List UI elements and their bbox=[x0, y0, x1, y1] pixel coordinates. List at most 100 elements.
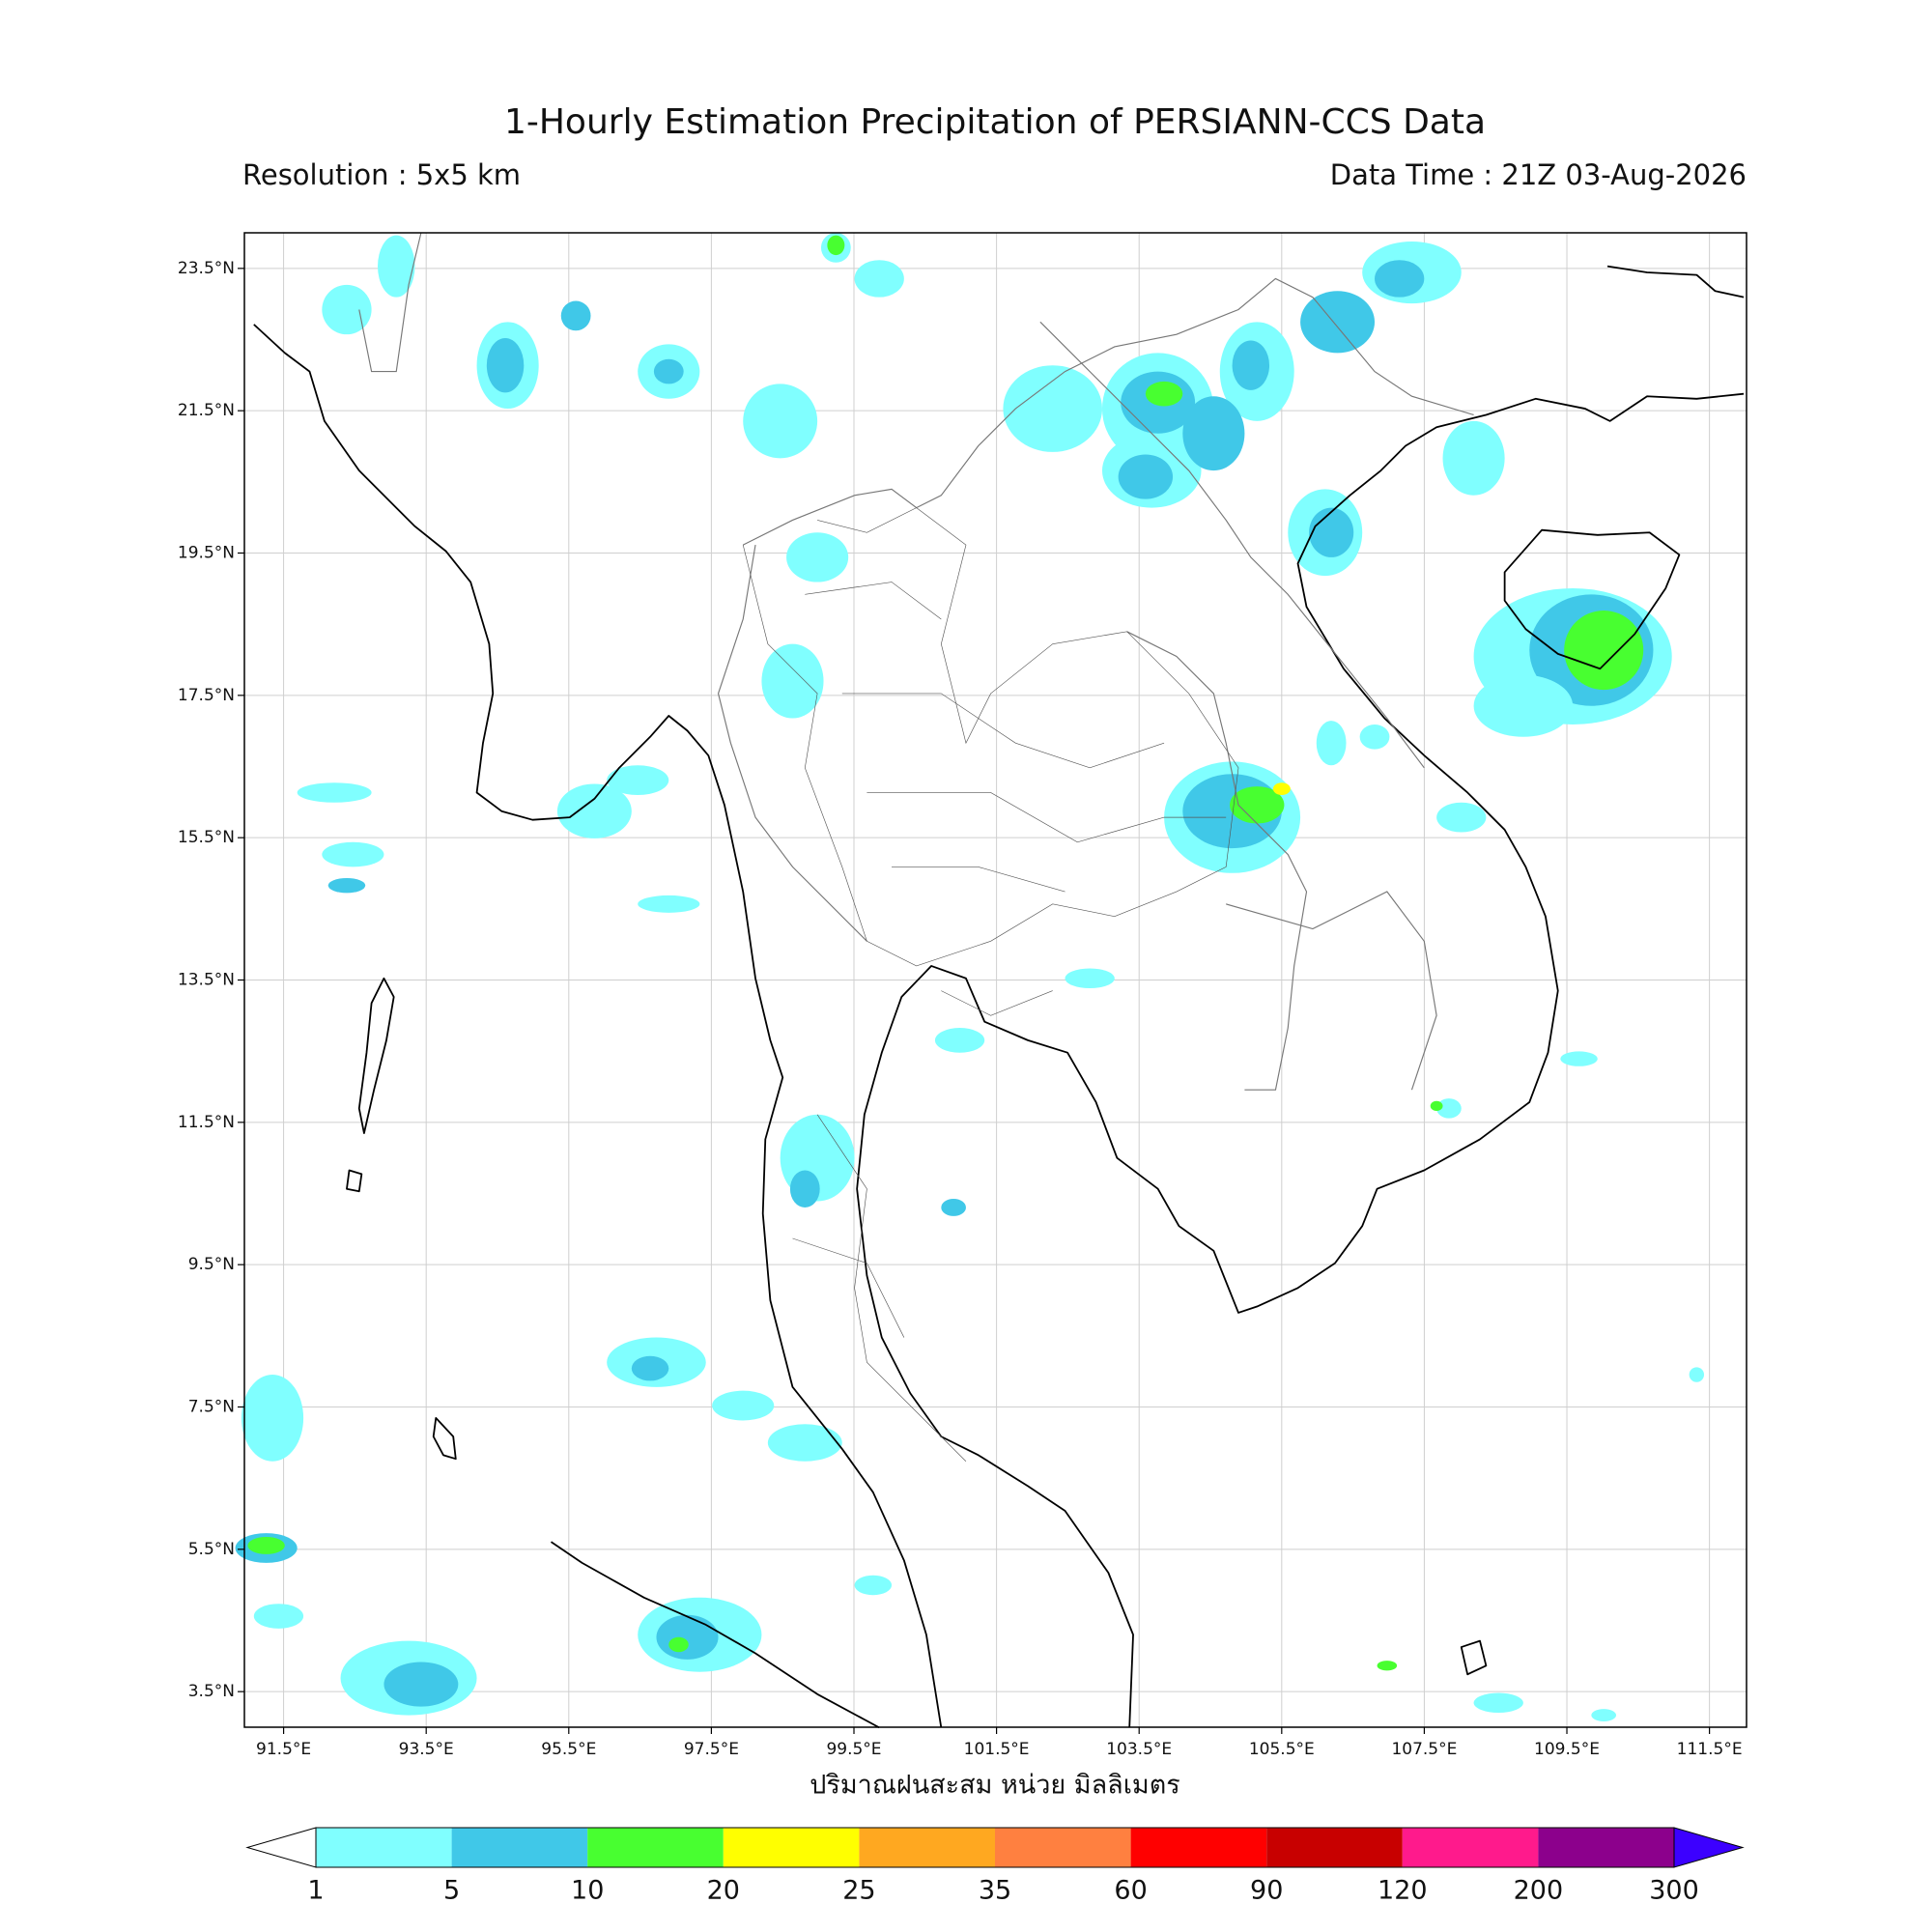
x-axis-label: ปริมาณฝนสะสม หน่วย มิลลิเมตร bbox=[810, 1771, 1180, 1801]
colorbar-label: 10 bbox=[571, 1876, 604, 1906]
colorbar-label: 90 bbox=[1250, 1876, 1283, 1906]
rain-area bbox=[1473, 1692, 1523, 1714]
x-tick-label: 105.5°E bbox=[1249, 1740, 1315, 1759]
rain-area bbox=[297, 782, 372, 803]
border bbox=[358, 232, 1474, 1091]
rain-area bbox=[638, 895, 700, 913]
x-tick-label: 95.5°E bbox=[541, 1740, 596, 1759]
rain-area bbox=[1145, 381, 1183, 407]
rain-area bbox=[1591, 1709, 1617, 1721]
title: 1-Hourly Estimation Precipitation of PER… bbox=[504, 102, 1486, 142]
rain-area bbox=[761, 643, 824, 719]
colorbar-segment bbox=[1538, 1828, 1674, 1867]
island bbox=[550, 1541, 880, 1729]
colorbar-segment bbox=[1402, 1828, 1539, 1867]
island bbox=[1503, 528, 1681, 670]
colorbar-segment bbox=[723, 1828, 860, 1867]
rain-area bbox=[322, 284, 372, 335]
rain-area bbox=[1560, 1051, 1598, 1066]
graticule bbox=[244, 233, 1747, 1727]
colorbar-segment bbox=[995, 1828, 1131, 1867]
rain-area bbox=[854, 1575, 893, 1596]
colorbar-segment bbox=[1266, 1828, 1403, 1867]
colorbar-label: 60 bbox=[1114, 1876, 1147, 1906]
y-tick-label: 13.5°N bbox=[178, 971, 235, 990]
colorbar-label: 300 bbox=[1649, 1876, 1699, 1906]
rain-area bbox=[560, 300, 591, 331]
rain-area bbox=[1377, 1661, 1398, 1671]
rain-area bbox=[631, 1355, 669, 1381]
y-tick-label: 3.5°N bbox=[188, 1682, 235, 1701]
y-tick-label: 17.5°N bbox=[178, 686, 235, 705]
rain-area bbox=[1065, 968, 1115, 989]
rain-area bbox=[556, 783, 632, 838]
coastline bbox=[856, 392, 1745, 1728]
colorbar-over-arrow bbox=[1673, 1827, 1745, 1868]
coastline bbox=[1606, 265, 1745, 298]
colorbar-segment bbox=[316, 1828, 452, 1867]
rain-area bbox=[789, 1170, 820, 1208]
rain-area bbox=[327, 877, 366, 894]
rain-area bbox=[1436, 802, 1487, 833]
rain-area bbox=[1689, 1367, 1705, 1382]
rain-area bbox=[241, 1375, 304, 1462]
x-tick-label: 99.5°E bbox=[826, 1740, 881, 1759]
island bbox=[1460, 1639, 1488, 1676]
rain-area bbox=[1118, 454, 1174, 499]
x-tick-label: 97.5°E bbox=[684, 1740, 739, 1759]
rain-area bbox=[712, 1390, 775, 1421]
colorbar-label: 20 bbox=[707, 1876, 740, 1906]
rain-area bbox=[656, 1614, 719, 1660]
colorbar: 1 5 10 20 25 35 60 90 120 200 300 bbox=[245, 1827, 1745, 1906]
colorbar-label: 120 bbox=[1378, 1876, 1428, 1906]
rain-area bbox=[1473, 674, 1574, 737]
colorbar-segment bbox=[859, 1828, 995, 1867]
rain-area bbox=[486, 337, 525, 393]
resolution: Resolution : 5x5 km bbox=[242, 158, 521, 191]
colorbar-frame bbox=[315, 1827, 1675, 1868]
rain-area bbox=[1300, 291, 1376, 354]
x-tick-label: 91.5°E bbox=[256, 1740, 311, 1759]
rain-area bbox=[253, 1604, 304, 1629]
rain-area bbox=[827, 235, 845, 256]
colorbar-label: 5 bbox=[443, 1876, 460, 1906]
rain-area bbox=[1316, 721, 1347, 766]
y-tick-label: 21.5°N bbox=[178, 401, 235, 420]
rain-area bbox=[378, 235, 415, 298]
rain-area bbox=[1564, 611, 1644, 691]
rain-area bbox=[1182, 396, 1245, 471]
rain-area bbox=[786, 532, 849, 582]
x-tick-label: 111.5°E bbox=[1677, 1740, 1743, 1759]
rain-area bbox=[1375, 260, 1425, 298]
y-tick-label: 23.5°N bbox=[178, 259, 235, 278]
rain-area bbox=[934, 1028, 985, 1053]
colorbar-label: 1 bbox=[307, 1876, 324, 1906]
geography bbox=[253, 232, 1745, 1729]
y-tick-label: 11.5°N bbox=[178, 1113, 235, 1132]
rain-area bbox=[322, 841, 384, 867]
colorbar-segment bbox=[451, 1828, 588, 1867]
y-tick-label: 19.5°N bbox=[178, 544, 235, 563]
precipitation bbox=[235, 233, 1705, 1721]
coastline bbox=[253, 324, 943, 1728]
rain-area bbox=[1442, 420, 1505, 496]
x-tick-label: 109.5°E bbox=[1534, 1740, 1600, 1759]
rain-area bbox=[767, 1424, 842, 1462]
colorbar-segment bbox=[1130, 1828, 1267, 1867]
island bbox=[357, 977, 395, 1134]
colorbar-label: 25 bbox=[842, 1876, 875, 1906]
colorbar-under-arrow bbox=[245, 1827, 317, 1868]
y-tick-label: 7.5°N bbox=[188, 1398, 235, 1417]
rain-area bbox=[1230, 786, 1285, 824]
rain-area bbox=[941, 1198, 966, 1216]
rain-area bbox=[1436, 1098, 1462, 1119]
rain-area bbox=[384, 1662, 459, 1707]
island bbox=[432, 1416, 457, 1461]
rain-area bbox=[854, 260, 904, 298]
rain-area bbox=[1003, 365, 1102, 452]
map-ticks: 91.5°E 93.5°E 95.5°E 97.5°E 99.5°E 101.5°E 103… bbox=[178, 259, 1743, 1759]
x-tick-label: 103.5°E bbox=[1106, 1740, 1172, 1759]
y-tick-label: 5.5°N bbox=[188, 1540, 235, 1559]
rain-area bbox=[653, 358, 684, 384]
